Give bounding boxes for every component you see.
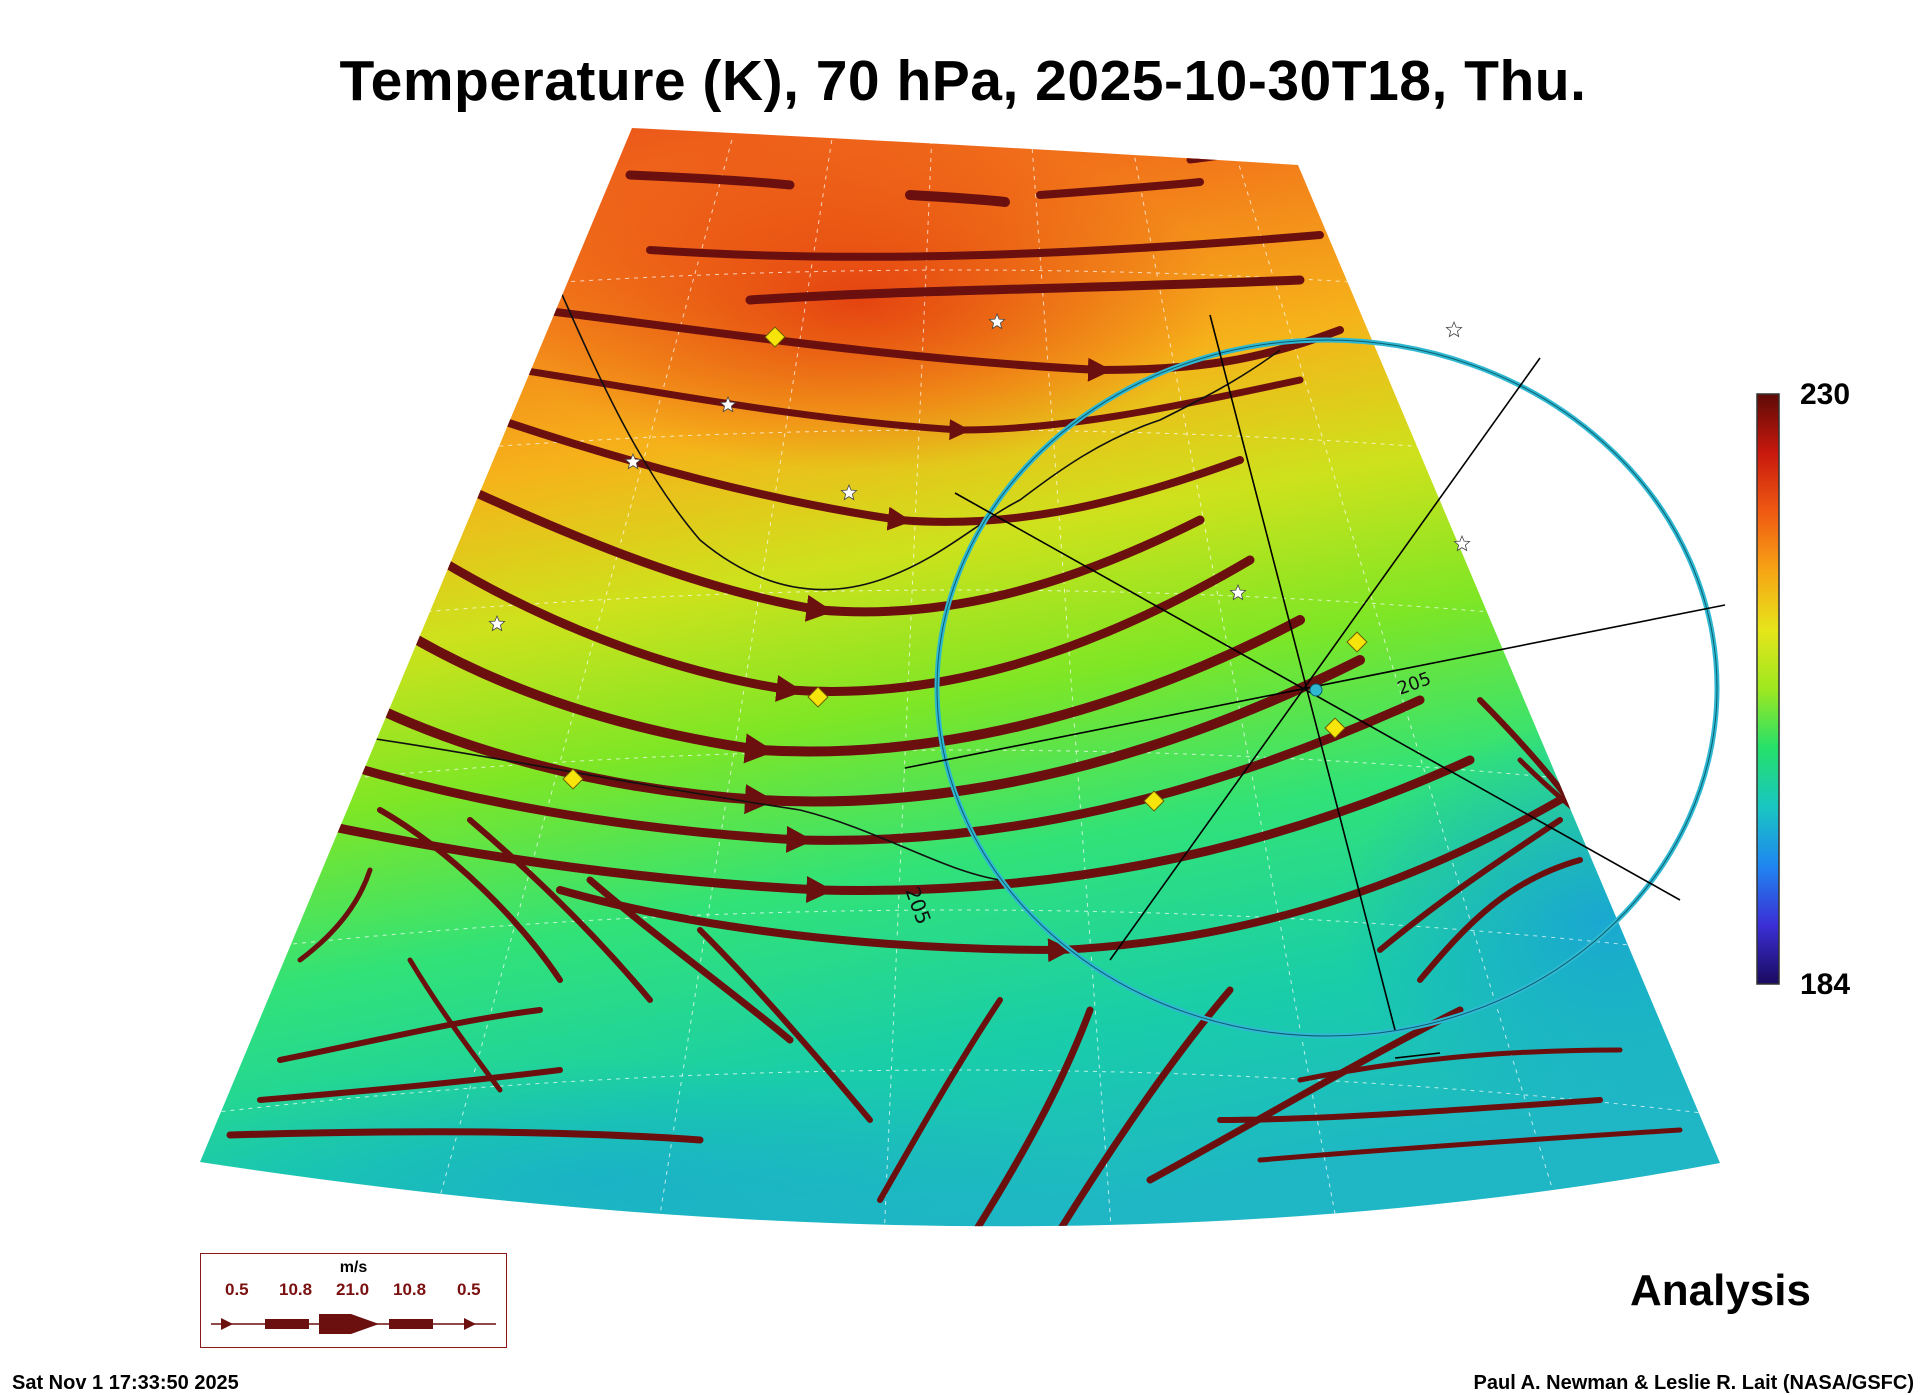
wind-streamline-arrow: [879, 998, 1001, 1201]
wind-streamline-arrow: [909, 194, 1007, 204]
trajectory-line: [1394, 1052, 1441, 1059]
wind-legend-value: 0.5: [225, 1280, 249, 1299]
station-diamond: [1143, 790, 1165, 812]
station-diamond: [764, 326, 786, 348]
wind-streamline-arrow: [279, 1008, 542, 1061]
wind-streamline-arrow: [469, 489, 1202, 613]
center-point: [1309, 683, 1323, 697]
wind-streamline-arrow: [399, 619, 1302, 752]
station-star: [988, 312, 1006, 330]
colorbar-max-label: 230: [1800, 378, 1851, 411]
trajectory-line: [954, 492, 1681, 901]
station-diamond: [1324, 717, 1346, 739]
station-star: [1453, 534, 1471, 552]
wind-streamline-arrow: [969, 1008, 1091, 1227]
wind-streamline-arrow: [469, 819, 651, 1002]
wind-streamline-arrow: [329, 699, 1422, 841]
wind-streamline-arrow: [699, 929, 871, 1122]
wind-streamline-arrow: [1189, 146, 1302, 161]
wind-legend-value: 21.0: [336, 1280, 370, 1299]
wind-streamline-arrow: [1259, 1128, 1682, 1161]
wind-streamline-arrow: [559, 799, 1562, 951]
wind-streamline-arrow: [749, 278, 1302, 301]
observation-ring-edge: [936, 339, 1718, 1037]
wind-legend-arrow: [211, 1314, 496, 1334]
wind-streamline-arrow: [299, 868, 371, 961]
wind-streamline-arrow: [519, 369, 1302, 431]
wind-streamline-arrow: [1219, 1098, 1602, 1121]
footer-credit: Paul A. Newman & Leslie R. Lait (NASA/GS…: [1473, 1372, 1914, 1394]
trajectory-line: [1209, 314, 1396, 1031]
colorbar-min-label: 184: [1800, 968, 1851, 1001]
footer-timestamp: Sat Nov 1 17:33:50 2025: [12, 1372, 239, 1394]
map-title: Temperature (K), 70 hPa, 2025-10-30T18, …: [339, 49, 1587, 113]
trajectory-overlay: [488, 312, 1726, 1059]
station-diamond: [562, 768, 584, 790]
coastline: [559, 289, 1281, 591]
wind-legend-value: 10.8: [393, 1280, 427, 1299]
wind-legend-unit: m/s: [339, 1259, 368, 1276]
wind-streamline-arrow: [259, 1068, 562, 1101]
wind-streamline-arrow: [379, 809, 561, 982]
wind-legend-value: 0.5: [457, 1280, 481, 1299]
wind-streamline-arrow: [539, 309, 1342, 371]
temperature-field: [200, 128, 1720, 1227]
colorbar: [1756, 393, 1780, 985]
station-diamond: [807, 686, 829, 708]
wind-streamline-arrow: [1039, 180, 1202, 196]
wind-streamline-arrow: [589, 879, 792, 1041]
wind-speed-legend: m/s 0.5 10.8 21.0 10.8 0.5: [200, 1253, 507, 1348]
wind-streamline-arrow: [359, 659, 1362, 802]
wind-streamline: [1186, 144, 1304, 164]
wind-streamline-arrow: [1419, 858, 1582, 981]
station-star: [840, 483, 858, 501]
wind-streamline-arrow: [499, 419, 1242, 523]
wind-streamline-arrow: [629, 174, 792, 187]
station-star: [719, 395, 737, 413]
wind-streamline-arrow: [1379, 819, 1562, 951]
wind-streamline-arrow: [299, 759, 1472, 891]
station-star: [1445, 320, 1463, 338]
wind-legend-value: 10.8: [279, 1280, 313, 1299]
wind-streamline-arrow: [229, 1131, 702, 1142]
wind-streamline-arrow: [1149, 1009, 1462, 1181]
wind-streamline-arrow: [649, 233, 1322, 258]
station-star: [1229, 583, 1247, 601]
analysis-label: Analysis: [1630, 1266, 1811, 1315]
trajectory-line: [1109, 357, 1541, 961]
station-diamond: [1346, 631, 1368, 653]
wind-streamline-arrow: [1299, 1048, 1622, 1081]
station-star: [488, 614, 506, 632]
wind-streamlines: [226, 144, 1703, 1227]
wind-streamline-arrow: [439, 559, 1252, 692]
station-star: [624, 452, 642, 470]
